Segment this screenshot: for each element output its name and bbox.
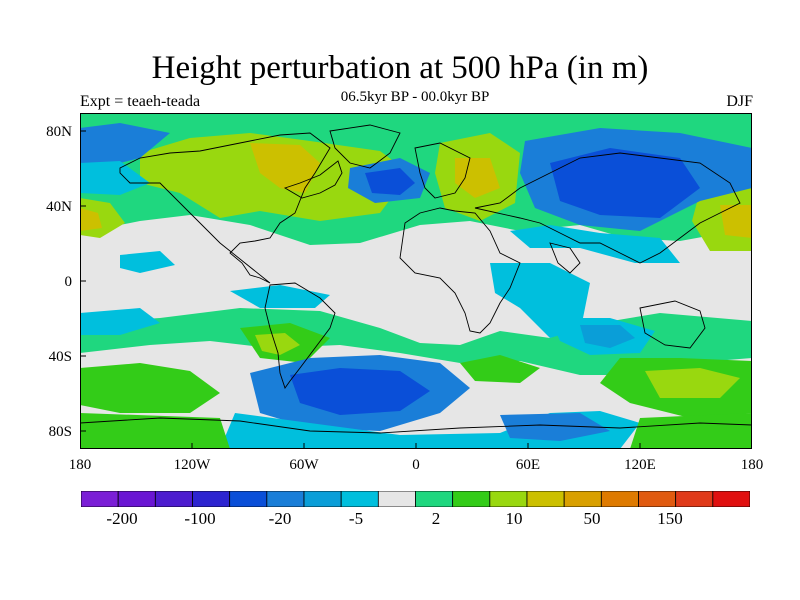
coastlines: [80, 124, 752, 434]
colorbar-label-10: 10: [505, 509, 523, 528]
colorbar-label-150: 150: [657, 509, 683, 528]
contour-negative-asia-core: [550, 148, 700, 218]
contour-50-canada: [250, 143, 320, 193]
experiment-label: Expt = teaeh-teada: [80, 93, 201, 110]
colorbar-label-minus5: -5: [348, 509, 364, 528]
colorbar-swatch: [526, 491, 565, 507]
contour-map: [80, 113, 752, 449]
colorbar-swatch: [303, 491, 342, 507]
contour-negative-south-indian-core: [580, 325, 635, 348]
colorbar-swatch: [452, 491, 491, 507]
contour-negative-atlantic-core: [365, 168, 415, 195]
colorbar-swatch: [154, 491, 193, 507]
x-tick-180w: 180: [68, 457, 92, 473]
map-panel: [80, 113, 752, 449]
colorbar: [81, 491, 750, 507]
contour-positive-south: [80, 308, 752, 375]
contour-negative-asia-rim: [510, 225, 680, 263]
contour-negative-alaska: [80, 161, 150, 195]
x-tick-60e: 60E: [515, 457, 541, 473]
x-tick-180e: 180: [740, 457, 764, 473]
contour-50-europe: [455, 158, 500, 198]
plot-subtitle: 06.5kyr BP - 00.0kyr BP: [340, 89, 490, 105]
contour-negative-antarctic-core: [290, 368, 430, 415]
colorbar-label-minus20: -20: [268, 509, 292, 528]
contour-negative-tropics-west: [120, 251, 175, 273]
colorbar-swatch: [638, 491, 677, 507]
contour-positive-south-edge-east: [630, 413, 752, 449]
colorbar-swatch: [192, 491, 231, 507]
x-tick-120w: 120W: [173, 457, 211, 473]
colorbar-swatch: [229, 491, 268, 507]
colorbar-swatch: [81, 491, 119, 507]
contour-50-pacific-west-core: [80, 208, 102, 231]
contour-negative-northwest: [80, 123, 170, 168]
colorbar-label-2: 2: [431, 509, 441, 528]
colorbar-label-50: 50: [583, 509, 601, 528]
colorbar-swatch: [712, 491, 750, 507]
contour-50-pacific-east: [720, 205, 752, 238]
x-tick-0: 0: [412, 457, 420, 473]
contour-10-south-west: [80, 363, 220, 413]
y-tick-80n: 80N: [46, 124, 72, 140]
contour-50-south-east: [645, 368, 740, 398]
colorbar-label-minus200: -200: [106, 509, 138, 528]
contour-negative-south-west: [80, 308, 160, 335]
season-label: DJF: [726, 93, 753, 110]
colorbar-swatch: [675, 491, 714, 507]
colorbar-label-minus100: -100: [184, 509, 216, 528]
plot-title: Height perturbation at 500 hPa (in m): [151, 50, 649, 86]
contour-negative-tropics-mid: [230, 285, 330, 308]
colorbar-swatch: [117, 491, 156, 507]
contour-50-south-central: [255, 333, 300, 355]
contour-10-indian: [460, 355, 540, 383]
y-tick-40s: 40S: [48, 349, 72, 365]
colorbar-swatch: [340, 491, 379, 507]
colorbar-swatch: [415, 491, 454, 507]
contour-negative-antarctic-east: [500, 413, 610, 441]
colorbar-swatch: [266, 491, 305, 507]
y-tick-40n: 40N: [46, 199, 72, 215]
contour-positive-south-edge: [80, 413, 230, 449]
y-tick-80s: 80S: [48, 424, 72, 440]
colorbar-swatch: [489, 491, 528, 507]
x-tick-120e: 120E: [624, 457, 656, 473]
y-tick-0: 0: [64, 274, 73, 290]
colorbar-swatch: [563, 491, 602, 507]
colorbar-swatch: [600, 491, 639, 507]
colorbar-swatch: [377, 491, 416, 507]
x-tick-60w: 60W: [289, 457, 319, 473]
axis-ticks: [80, 130, 641, 449]
